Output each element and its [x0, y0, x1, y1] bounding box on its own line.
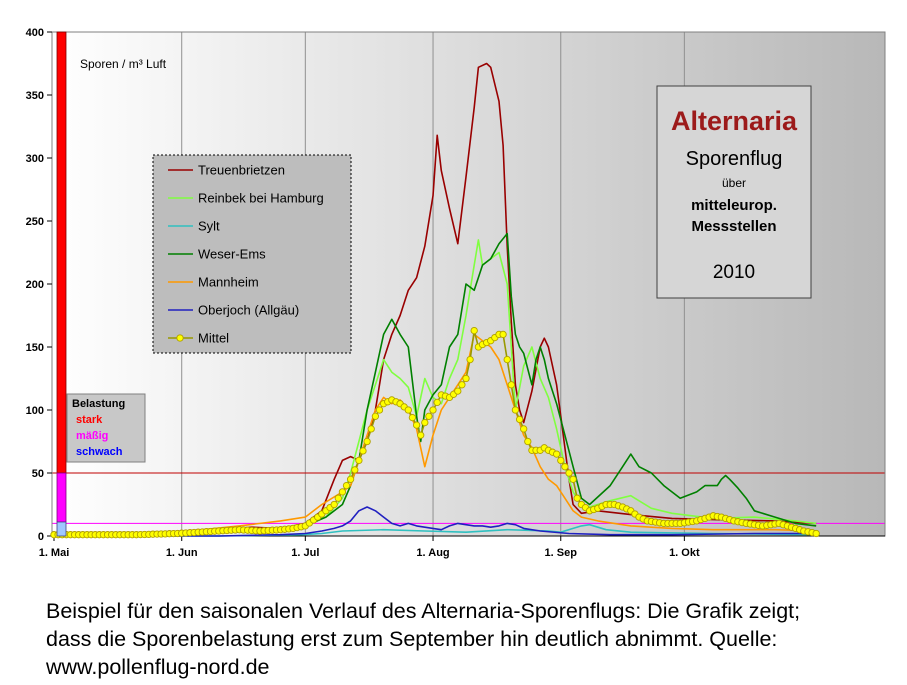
- x-tick-label: 1. Jun: [166, 547, 198, 559]
- info-line2: über: [722, 176, 746, 190]
- mittel-point: [429, 406, 437, 414]
- y-tick-label: 200: [26, 279, 44, 291]
- belastung-title: Belastung: [72, 398, 125, 410]
- mittel-point: [408, 413, 417, 422]
- mittel-point: [359, 447, 367, 455]
- x-tick-label: 1. Jul: [291, 547, 319, 559]
- legend-label: Sylt: [198, 219, 220, 234]
- mittel-point: [499, 330, 507, 339]
- y-tick-label: 300: [26, 153, 44, 165]
- y-tick-label: 350: [26, 90, 44, 102]
- y-tick-label: 150: [26, 342, 44, 354]
- mittel-point: [367, 425, 375, 433]
- mittel-point: [573, 494, 581, 502]
- belastung-label-schwach: schwach: [76, 446, 123, 458]
- y-tick-label: 0: [38, 531, 44, 543]
- info-year: 2010: [713, 262, 755, 283]
- mittel-point: [334, 494, 342, 502]
- mittel-point: [417, 431, 425, 439]
- belastung-bar-stark: [56, 31, 67, 474]
- y-tick-label: 400: [26, 27, 44, 39]
- mittel-point: [421, 418, 429, 427]
- mittel-point: [520, 425, 528, 433]
- mittel-point: [569, 475, 577, 483]
- mittel-point: [425, 412, 433, 420]
- y-axis-label: Sporen / m³ Luft: [80, 57, 167, 71]
- legend-label: Weser-Ems: [198, 247, 266, 262]
- series-line-oberjoch-allg-u: [54, 506, 817, 537]
- mittel-point: [342, 481, 351, 490]
- mittel-point: [351, 466, 359, 474]
- belastung-label-stark: stark: [76, 414, 103, 426]
- info-box: Alternaria Sporenflug über mitteleurop. …: [656, 85, 812, 299]
- legend-label: Treuenbrietzen: [198, 163, 285, 178]
- mittel-point: [515, 415, 524, 424]
- series-line-treuenbrietzen: [54, 62, 817, 536]
- mittel-point: [552, 450, 561, 458]
- info-line3: mitteleurop.: [691, 197, 777, 214]
- caption-line-1: Beispiel für den saisonalen Verlauf des …: [46, 599, 801, 623]
- belastung-bar-maessig: [56, 472, 67, 523]
- series-markers: [50, 326, 820, 539]
- x-tick-label: 1. Sep: [545, 547, 578, 559]
- info-line1: Sporenflug: [686, 148, 783, 170]
- mittel-point: [462, 374, 470, 383]
- mittel-point: [511, 406, 520, 414]
- legend-label: Oberjoch (Allgäu): [198, 303, 299, 318]
- mittel-point: [507, 381, 515, 389]
- legend-marker: [176, 334, 184, 342]
- mittel-point: [338, 488, 347, 496]
- caption: Beispiel für den saisonalen Verlauf des …: [46, 597, 906, 681]
- mittel-point: [470, 326, 478, 335]
- mittel-point: [466, 355, 474, 364]
- legend-label: Mannheim: [198, 275, 259, 290]
- belastung-bar-schwach: [56, 521, 67, 537]
- mittel-point: [812, 529, 820, 538]
- series-line-weser-ems: [53, 232, 817, 536]
- info-title: Alternaria: [671, 106, 798, 136]
- x-axis: 1. Mai 1. Jun 1. Jul 1. Aug 1. Sep 1. Okt: [39, 535, 885, 559]
- y-tick-label: 250: [26, 216, 44, 228]
- mittel-point: [355, 456, 363, 465]
- caption-line-3: www.pollenflug-nord.de: [46, 655, 270, 679]
- mittel-point: [503, 355, 511, 364]
- mittel-point: [561, 463, 569, 471]
- mittel-point: [565, 469, 573, 477]
- legend-label: Reinbek bei Hamburg: [198, 191, 324, 206]
- belastung-legend: Belastung stark mäßig schwach: [66, 393, 146, 463]
- mittel-point: [404, 406, 412, 414]
- mittel-point: [330, 500, 338, 509]
- mittel-point: [375, 406, 384, 414]
- mittel-point: [371, 412, 380, 420]
- info-line4: Messstellen: [691, 218, 776, 235]
- mittel-point: [346, 475, 355, 483]
- mittel-point: [363, 437, 371, 446]
- x-tick-label: 1. Mai: [39, 547, 70, 559]
- mittel-point: [557, 456, 565, 465]
- belastung-label-maessig: mäßig: [76, 430, 108, 442]
- legend-label: Mittel: [198, 331, 229, 346]
- mittel-point: [412, 421, 421, 429]
- legend: Treuenbrietzen Reinbek bei Hamburg Sylt Wes…: [152, 154, 352, 354]
- series-line-sylt: [54, 523, 817, 537]
- caption-line-2: dass die Sporenbelastung erst zum Septem…: [46, 627, 778, 651]
- mittel-point: [454, 387, 462, 395]
- x-tick-label: 1. Okt: [669, 547, 700, 559]
- mittel-point: [524, 437, 532, 446]
- y-tick-label: 50: [32, 468, 44, 480]
- mittel-point: [433, 398, 441, 407]
- y-tick-label: 100: [26, 405, 44, 417]
- mittel-point: [458, 381, 466, 389]
- x-tick-label: 1. Aug: [416, 547, 449, 559]
